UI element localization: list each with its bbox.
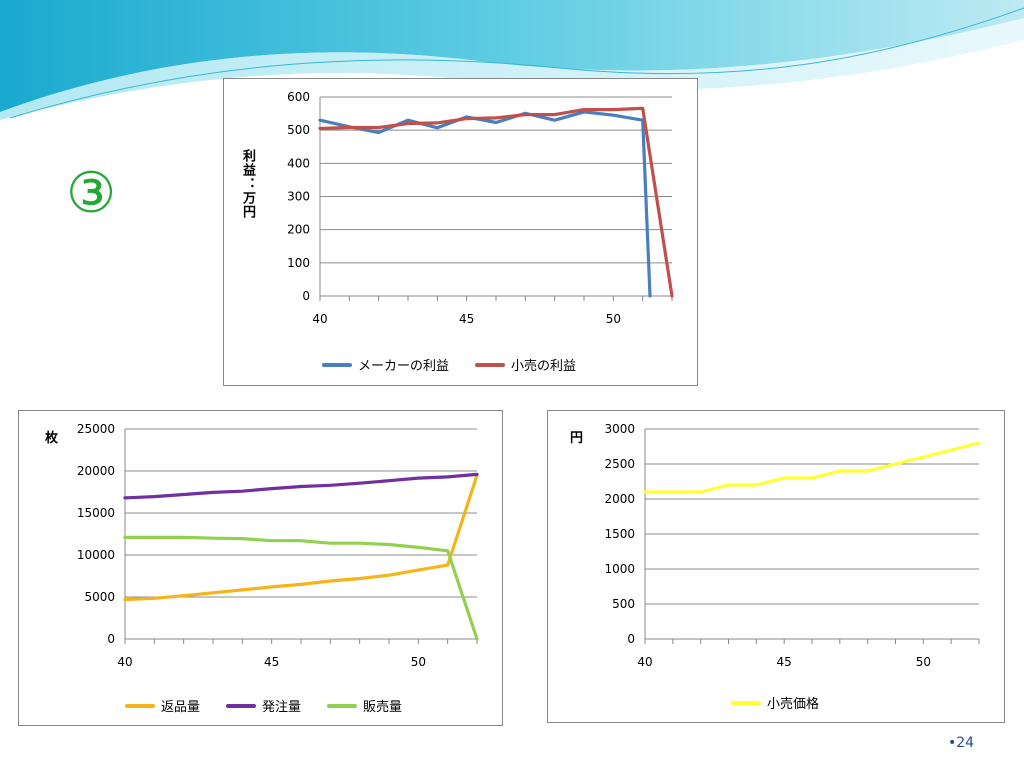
- price-y-tick-1500: 1500: [604, 527, 635, 541]
- quantity-chart: 0 5000 10000 15000 20000 25000 40 45 50: [77, 422, 479, 669]
- profit-y-tick-100: 100: [287, 256, 310, 270]
- quantity-y-axis-label: 枚: [45, 431, 59, 446]
- quantity-y-tick-25000: 25000: [77, 422, 115, 436]
- quantity-x-tick-45: 45: [264, 655, 279, 669]
- slide-page-number: •24: [948, 735, 975, 751]
- price-y-tick-3000: 3000: [604, 422, 635, 436]
- top-wave-light: [0, 18, 1024, 120]
- legend-label-maker: メーカーの利益: [358, 359, 450, 374]
- legend-item-retail: 小売の利益: [475, 355, 576, 374]
- top-wave-main: [0, 0, 1024, 112]
- legend-label-retail: 小売の利益: [511, 359, 577, 374]
- legend-swatch-orders: [226, 703, 257, 708]
- legend-item-price: 小売価格: [731, 693, 819, 712]
- price-legend: 小売価格: [731, 693, 819, 712]
- price-y-axis-label: 円: [570, 431, 584, 446]
- price-chart: 0 500 1000 1500 2000 2500 3000 40 45 50: [604, 422, 981, 669]
- profit-chart: 0 100 200 300 400 500 600 40 45 50: [287, 90, 674, 326]
- quantity-y-tick-15000: 15000: [77, 506, 115, 520]
- legend-item-maker: メーカーの利益: [322, 355, 449, 374]
- legend-swatch-retail: [475, 362, 506, 367]
- legend-item-orders: 発注量: [226, 696, 301, 715]
- legend-swatch-price: [731, 700, 761, 705]
- profit-y-tick-0: 0: [302, 289, 310, 303]
- quantity-series-line-0: [123, 473, 479, 602]
- legend-label-returns: 返品量: [161, 700, 201, 715]
- profit-y-axis-label: 利益：万円: [240, 149, 255, 219]
- price-y-tick-0: 0: [627, 632, 635, 646]
- price-y-tick-2000: 2000: [604, 492, 635, 506]
- legend-swatch-maker: [322, 362, 352, 367]
- profit-chart-panel: 0 100 200 300 400 500 600 40 45 50 利益：万円 メーカーの利益 …: [223, 78, 698, 386]
- quantity-x-tick-50: 50: [411, 655, 426, 669]
- quantity-legend: 返品量 発注量 販売量: [125, 696, 402, 715]
- legend-label-price: 小売価格: [767, 697, 820, 712]
- price-x-tick-40: 40: [637, 655, 652, 669]
- legend-item-returns: 返品量: [125, 696, 200, 715]
- price-y-tick-2500: 2500: [604, 457, 635, 471]
- quantity-y-tick-5000: 5000: [84, 590, 115, 604]
- price-y-tick-500: 500: [612, 597, 635, 611]
- quantity-chart-panel: 0 5000 10000 15000 20000 25000 40 45 50 枚 返品量 発注…: [18, 410, 503, 726]
- quantity-y-tick-20000: 20000: [77, 464, 115, 478]
- price-series-line-0: [643, 441, 981, 494]
- price-y-tick-1000: 1000: [604, 562, 635, 576]
- profit-x-tick-50: 50: [606, 312, 621, 326]
- legend-swatch-sales: [327, 703, 358, 708]
- quantity-series-line-2: [123, 535, 479, 641]
- profit-y-tick-400: 400: [287, 156, 310, 170]
- legend-label-sales: 販売量: [363, 700, 403, 715]
- top-wave-line: [9, 7, 1024, 119]
- legend-item-sales: 販売量: [327, 696, 402, 715]
- profit-y-tick-200: 200: [287, 223, 310, 237]
- profit-x-tick-40: 40: [312, 312, 327, 326]
- quantity-y-tick-10000: 10000: [77, 548, 115, 562]
- quantity-series-line-1: [123, 472, 479, 500]
- profit-legend: メーカーの利益 小売の利益: [322, 355, 576, 374]
- legend-swatch-returns: [125, 703, 155, 708]
- section-marker: ③: [66, 161, 117, 226]
- profit-y-tick-500: 500: [287, 123, 310, 137]
- quantity-x-tick-40: 40: [117, 655, 132, 669]
- quantity-y-tick-0: 0: [107, 632, 115, 646]
- profit-series-line-0: [318, 110, 652, 298]
- profit-y-tick-300: 300: [287, 190, 310, 204]
- price-chart-panel: 0 500 1000 1500 2000 2500 3000 40 45 50 円 小売価格: [547, 410, 1005, 723]
- profit-series-line-1: [318, 106, 674, 298]
- price-x-tick-45: 45: [777, 655, 792, 669]
- price-x-tick-50: 50: [916, 655, 931, 669]
- legend-label-orders: 発注量: [262, 700, 302, 715]
- profit-y-tick-600: 600: [287, 90, 310, 104]
- profit-x-tick-45: 45: [459, 312, 474, 326]
